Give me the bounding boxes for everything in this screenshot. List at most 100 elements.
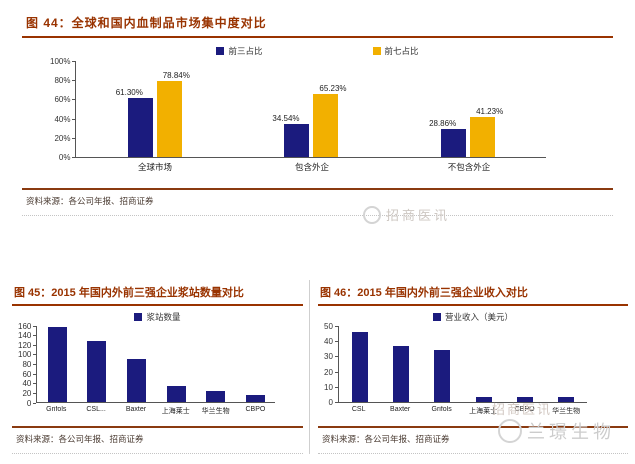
figure-44-title: 图 44：全球和国内血制品市场集中度对比 [22,8,613,38]
bar-value-label: 41.23% [476,107,504,117]
bar-wrap [475,326,492,402]
x-category-label: 华兰生物 [201,408,230,415]
bar-group: 61.30% 78.84% [76,61,233,157]
figure-44-panel: 图 44：全球和国内血制品市场集中度对比 前三占比 前七占比 100% 80% 60%… [22,8,613,216]
figure-45-chart-body: 160 140 120 100 80 60 40 20 0 Grifols CSL... Baxte… [18,321,303,416]
figure-46-bottom-rule [318,426,628,428]
figure-45-bottom-rule [12,426,303,428]
bar-group [546,326,587,402]
x-category-label: CBPO [514,406,535,413]
x-category-label: 上海莱士 [161,408,190,415]
bar [284,123,310,157]
legend-item: 营业收入（美元） [432,311,513,323]
x-category-label: 华兰生物 [552,408,581,415]
x-category-label: CSL [351,406,366,413]
legend-label: 营业收入（美元） [444,312,513,322]
bar [127,359,147,402]
legend-label: 浆站数量 [146,312,181,322]
bar [470,117,496,157]
bar-wrap [434,326,451,402]
figure-44-plot-column: 61.30% 78.84% 34.54% 65.23% 28.86% 41.23% 全球市… [75,61,547,173]
bar-group [422,326,463,402]
bar-wrap: 61.30% [116,61,155,157]
bar-group [504,326,545,402]
figure-46-y-axis: 50 40 30 20 10 0 [324,321,333,408]
figure-45-chart: 浆站数量 160 140 120 100 80 60 40 20 0 Grifols CSL...… [12,311,303,416]
bar [351,332,368,402]
bar [516,397,533,402]
figure-45-x-axis: Grifols CSL... Baxter 上海莱士 华兰生物 CBPO [36,406,275,416]
x-category-label: Baxter [390,406,411,413]
figure-46-panel: 图 46：2015 年国内外前三强企业收入对比 营业收入（美元） 50 40 30 2… [310,280,630,454]
x-category-label: 全球市场 [137,162,172,172]
bar-wrap [47,326,67,402]
bar [392,345,409,402]
bar-value-label: 34.54% [272,113,300,123]
figure-46-title: 图 46：2015 年国内外前三强企业收入对比 [318,280,628,306]
legend-item: 浆站数量 [134,311,181,323]
bar [475,397,492,402]
bar-group [156,326,196,402]
legend-label: 前七占比 [384,46,419,56]
bar-wrap: 65.23% [311,61,347,157]
bar-value-label: 78.84% [162,71,190,81]
legend-label: 前三占比 [228,46,263,56]
bar-group [236,326,276,402]
bar-wrap: 34.54% [272,61,311,157]
legend-item: 前三占比 [216,45,263,57]
figure-44-plot-area: 61.30% 78.84% 34.54% 65.23% 28.86% 41.23% [75,61,547,158]
bar-wrap: 78.84% [155,61,190,157]
bar-wrap [392,326,409,402]
figure-44-x-axis: 全球市场 包含外企 不包含外企 [76,161,547,173]
x-category-label: 不包含外企 [447,162,491,172]
bar [156,81,182,157]
legend-swatch-icon [134,313,143,321]
bar-group [339,326,380,402]
legend-item: 前七占比 [372,45,419,57]
bar [441,129,467,157]
bar [87,341,107,402]
figure-44-legend: 前三占比 前七占比 [22,45,613,57]
figure-46-x-axis: CSL Baxter Grifols 上海莱士 CBPO 华兰生物 [338,406,587,416]
figure-45-plot-area [36,326,276,403]
bar [166,386,186,402]
bar-value-label: 65.23% [319,84,347,94]
bar-group [380,326,421,402]
bar-wrap: 41.23% [468,61,503,157]
bar-wrap [516,326,533,402]
legend-swatch-icon [216,47,225,55]
bar-group [77,326,117,402]
bar-value-label: 61.30% [115,88,143,98]
figure-45-y-axis: 160 140 120 100 80 60 40 20 0 [18,321,32,408]
bar-wrap [87,326,107,402]
figure-44-y-axis: 100% 80% 60% 40% 20% 0% [50,56,71,163]
bar-wrap [127,326,147,402]
legend-swatch-icon [432,313,441,321]
bar-group [117,326,157,402]
figure-44-chart-body: 100% 80% 60% 40% 20% 0% 61.30% 78.84% 34.54% 65.… [50,56,613,173]
figure-45-title: 图 45：2015 年国内外前三强企业浆站数量对比 [12,280,303,306]
bar [558,397,575,402]
x-category-label: Grifols [46,406,67,413]
bar-wrap [206,326,226,402]
figure-45-source: 资料来源：各公司年报、招商证券 [12,428,303,454]
figure-46-chart-body: 50 40 30 20 10 0 CSL Baxter Grifols 上海莱士 CBPO 华兰生物 [324,321,628,416]
bar [47,326,67,402]
bar-group [463,326,504,402]
bar [206,391,226,402]
figure-44-bottom-rule [22,188,613,190]
bar-wrap: 28.86% [429,61,468,157]
bar-wrap [558,326,575,402]
bar [313,94,339,157]
figure-44-chart: 前三占比 前七占比 100% 80% 60% 40% 20% 0% 61.30% 78.84%… [22,45,613,173]
x-category-label: Grifols [431,406,452,413]
figure-46-plot-area [337,326,587,403]
figure-46-source: 资料来源：各公司年报、招商证券 [318,428,628,454]
bottom-figures-row: 图 45：2015 年国内外前三强企业浆站数量对比 浆站数量 160 140 120… [8,280,630,454]
figure-44-source: 资料来源：各公司年报、招商证券 [22,190,613,216]
bar [127,98,153,157]
bar-group [196,326,236,402]
bar-wrap [246,326,266,402]
x-category-label: Baxter [125,406,147,413]
